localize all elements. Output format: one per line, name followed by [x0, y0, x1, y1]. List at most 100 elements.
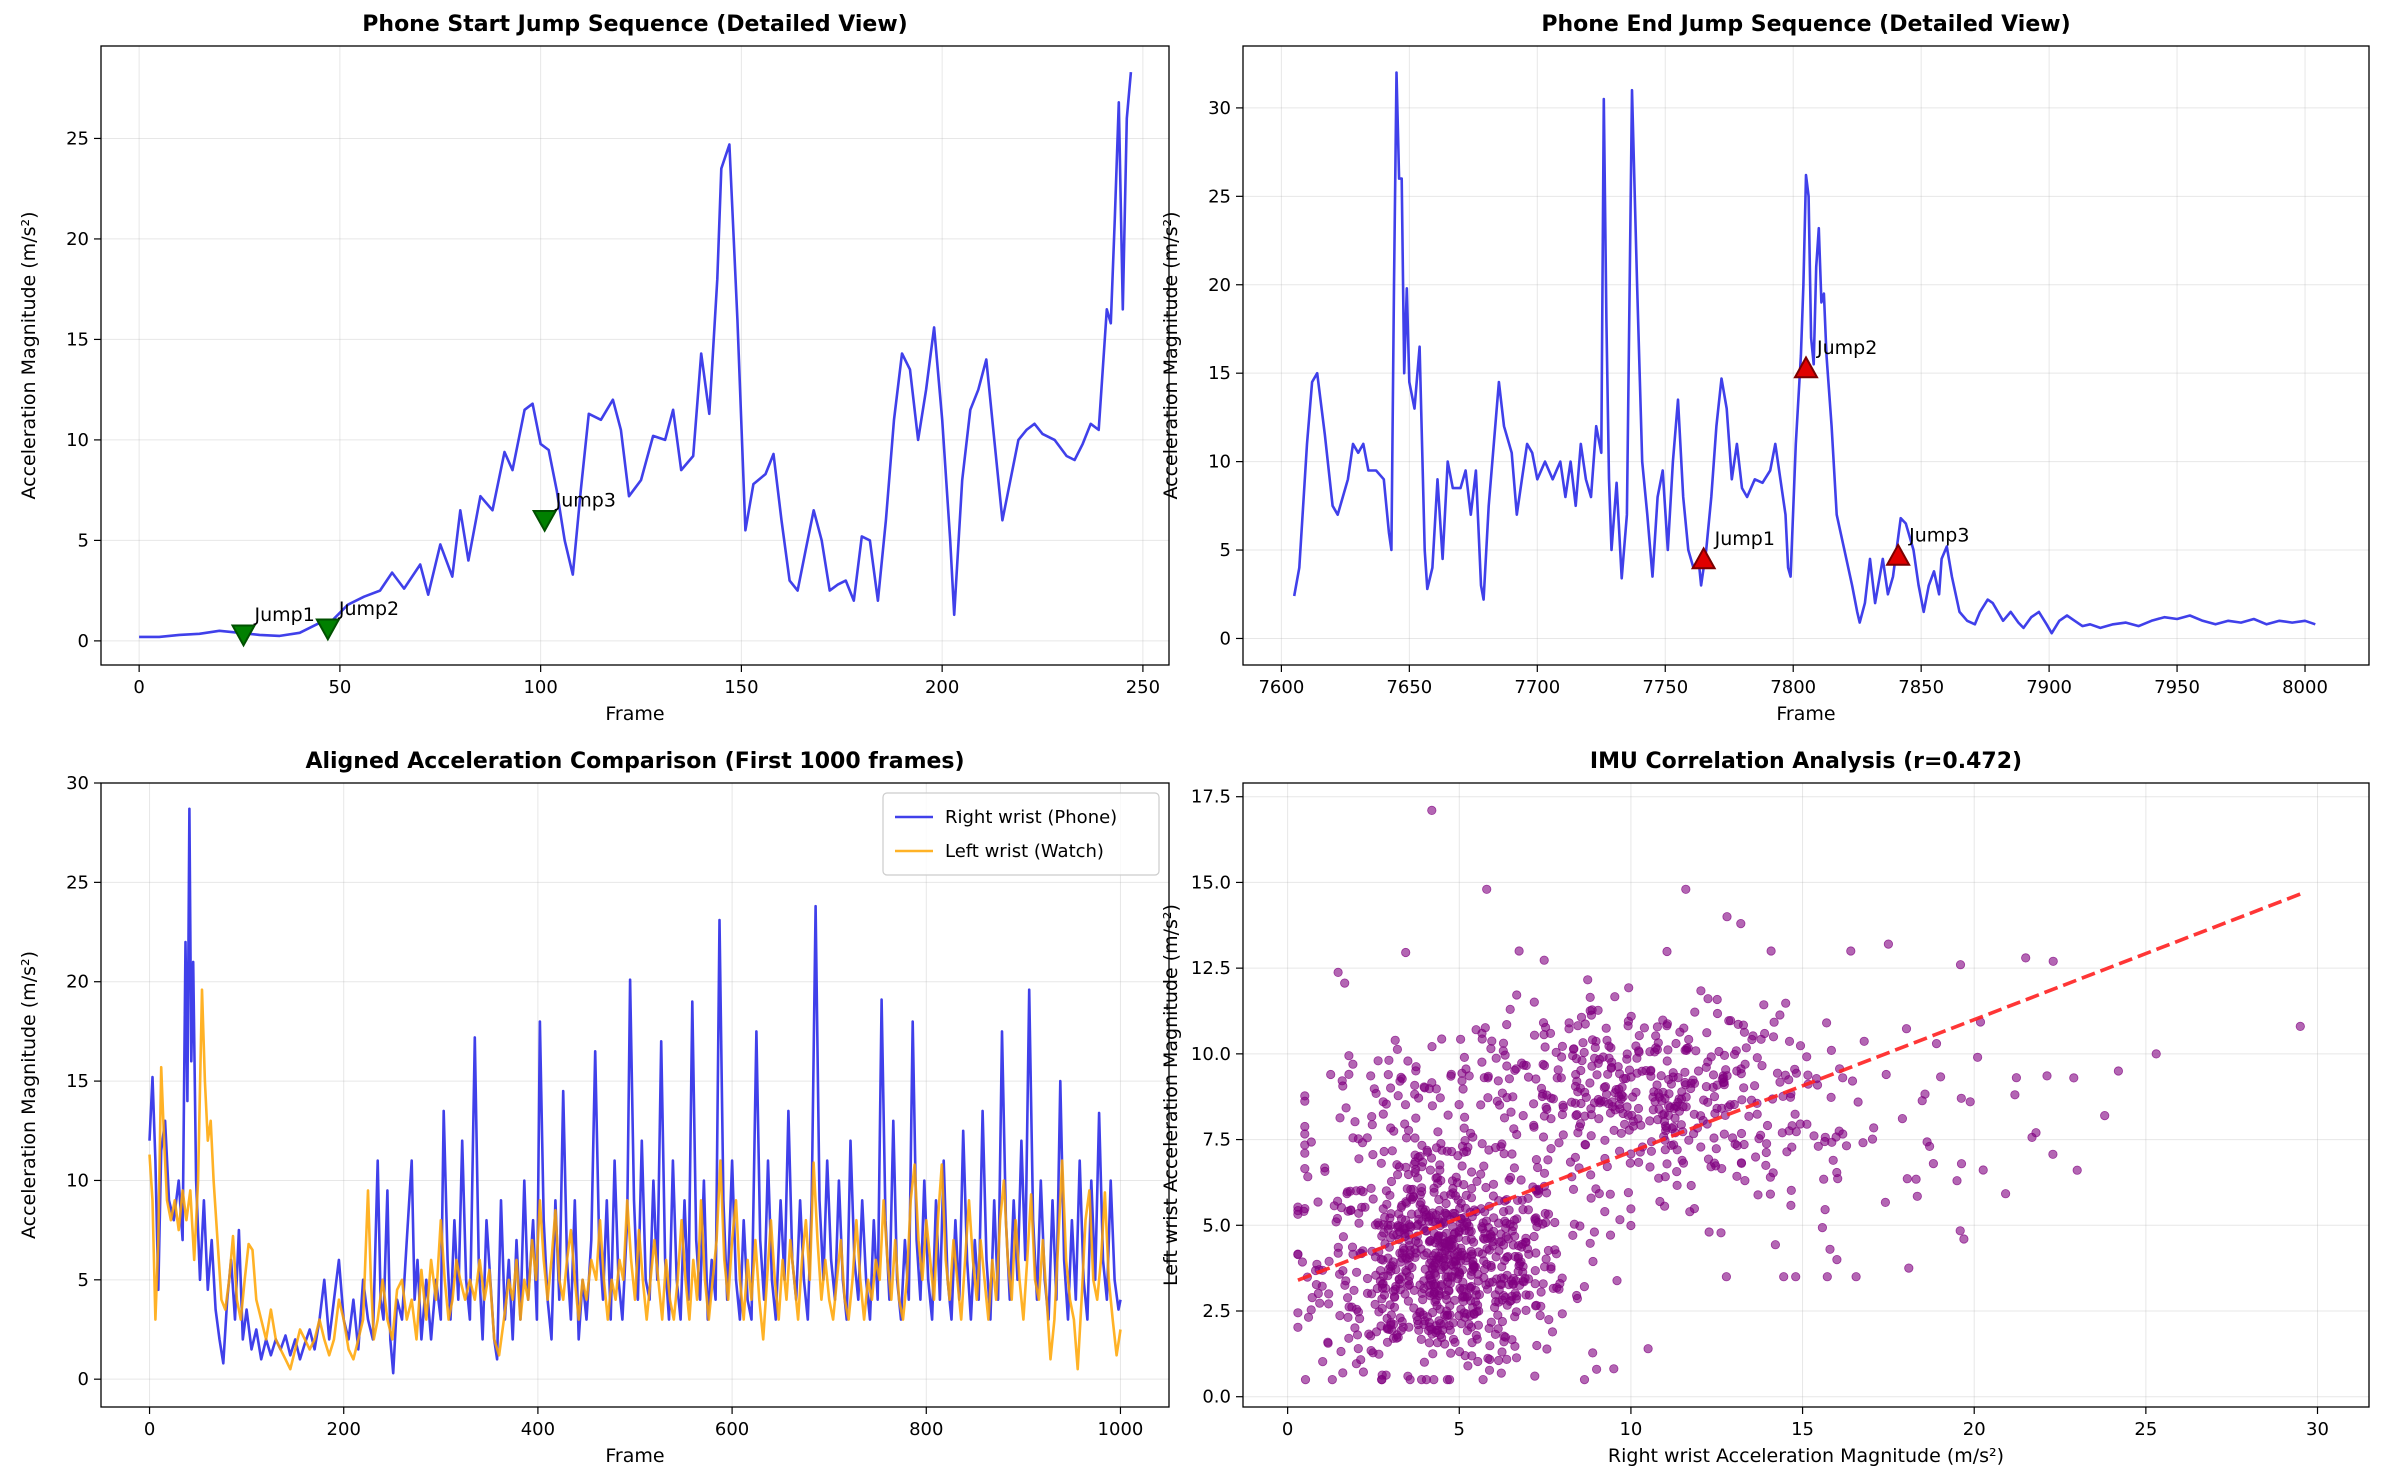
scatter-point — [1959, 1234, 1969, 1244]
scatter-point — [1420, 1083, 1430, 1093]
y-tick-label: 20 — [66, 972, 89, 993]
scatter-point — [1313, 1197, 1323, 1207]
scatter-point — [2031, 1128, 2041, 1138]
scatter-point — [1352, 1267, 1362, 1277]
scatter-point — [1902, 1174, 1912, 1184]
scatter-point — [1463, 1361, 1473, 1371]
scatter-point — [1786, 1200, 1796, 1211]
scatter-point — [1681, 1045, 1692, 1056]
scatter-point — [1955, 1226, 1965, 1236]
x-tick-label: 400 — [521, 1419, 555, 1440]
scatter-point — [1396, 1257, 1406, 1267]
scatter-point — [1696, 986, 1706, 996]
legend-box — [882, 792, 1160, 876]
scatter-point — [1777, 1128, 1787, 1138]
scatter-point — [1709, 1133, 1719, 1143]
panel-p1: Jump1 Jump2 Jump3 0 50 100 150 200 250 0 5 10 15 20 25… — [18, 12, 1170, 725]
scatter-point — [1460, 1203, 1471, 1213]
scatter-point — [1820, 1205, 1830, 1215]
scatter-point — [1405, 1375, 1415, 1385]
scatter-point — [1626, 1204, 1636, 1214]
scatter-point — [1484, 1145, 1494, 1155]
scatter-point — [1556, 1073, 1566, 1083]
scatter-point — [1395, 1285, 1405, 1295]
scatter-point — [1741, 1043, 1751, 1053]
scatter-point — [1480, 1023, 1490, 1033]
scatter-point — [1497, 1262, 1507, 1272]
x-tick-label: 15 — [1791, 1419, 1814, 1440]
scatter-point — [1483, 1093, 1493, 1103]
scatter-point — [1502, 1061, 1512, 1071]
scatter-point — [1570, 1152, 1581, 1163]
scatter-point — [1491, 1053, 1501, 1063]
scatter-point — [1671, 1038, 1681, 1049]
scatter-point — [1443, 1310, 1453, 1320]
scatter-point — [1557, 1041, 1568, 1052]
scatter-point — [1341, 1276, 1351, 1286]
x-tick-label: 200 — [925, 677, 959, 698]
scatter-point — [1585, 1006, 1595, 1016]
scatter-point — [1719, 1129, 1729, 1139]
scatter-point — [1557, 1052, 1567, 1062]
scatter-point — [1696, 1111, 1706, 1121]
scatter-point — [1568, 1230, 1578, 1241]
scatter-point — [1668, 1068, 1678, 1078]
scatter-point — [1621, 1073, 1631, 1084]
scatter-point — [1729, 1049, 1740, 1060]
scatter-point — [1901, 1024, 1912, 1034]
scatter-point — [1539, 1060, 1550, 1071]
scatter-point — [1497, 1316, 1508, 1327]
scatter-point — [1355, 1314, 1365, 1324]
scatter-point — [1485, 1341, 1495, 1351]
scatter-point — [1466, 1193, 1477, 1203]
scatter-point — [1588, 1256, 1598, 1267]
scatter-point — [1307, 1293, 1317, 1303]
scatter-point — [1523, 1205, 1534, 1215]
scatter-point — [1362, 1273, 1373, 1284]
scatter-point — [1354, 1154, 1364, 1164]
scatter-point — [2072, 1165, 2082, 1175]
scatter-point — [1812, 1080, 1823, 1090]
scatter-point — [1350, 1117, 1360, 1127]
scatter-point — [1366, 1346, 1376, 1356]
scatter-point — [1502, 1354, 1512, 1365]
x-tick-label: 0 — [144, 1419, 155, 1440]
scatter-point — [1364, 1329, 1374, 1339]
scatter-point — [1485, 1354, 1495, 1365]
scatter-point — [1703, 1154, 1714, 1164]
scatter-point — [1370, 1220, 1381, 1230]
scatter-point — [1703, 994, 1713, 1004]
scatter-point — [1591, 1036, 1601, 1046]
scatter-point — [1332, 1213, 1343, 1224]
scatter-point — [1435, 1160, 1445, 1170]
series-line-1 — [148, 988, 1122, 1371]
scatter-point — [1762, 1139, 1772, 1149]
scatter-point — [1371, 1088, 1381, 1099]
scatter-point — [1497, 1139, 1507, 1149]
scatter-point — [1828, 1155, 1838, 1165]
x-tick-label: 7850 — [1898, 677, 1944, 698]
scatter-point — [1381, 1370, 1391, 1380]
scatter-point — [1443, 1110, 1453, 1120]
scatter-point — [1438, 1238, 1448, 1248]
scatter-point — [1425, 1165, 1436, 1175]
scatter-point — [1538, 1018, 1549, 1028]
scatter-point — [1591, 1184, 1601, 1194]
chart-title: IMU Correlation Analysis (r=0.472) — [1590, 749, 2022, 774]
scatter-point — [1726, 1015, 1736, 1026]
scatter-point — [1390, 1035, 1400, 1045]
scatter-point — [1658, 1110, 1668, 1120]
scatter-point — [1817, 1223, 1828, 1233]
scatter-point — [1448, 1334, 1459, 1344]
scatter-point — [1761, 1160, 1771, 1171]
scatter-point — [1500, 1050, 1510, 1060]
scatter-point — [1344, 1333, 1354, 1343]
scatter-point — [1660, 1172, 1670, 1182]
scatter-point — [1434, 1316, 1444, 1326]
scatter-point — [1645, 1162, 1655, 1172]
scatter-point — [1449, 1250, 1459, 1260]
scatter-point — [1693, 1066, 1704, 1076]
jump-marker-3 — [1885, 542, 1911, 566]
scatter-point — [1543, 1245, 1554, 1256]
scatter-point — [1494, 1355, 1504, 1366]
